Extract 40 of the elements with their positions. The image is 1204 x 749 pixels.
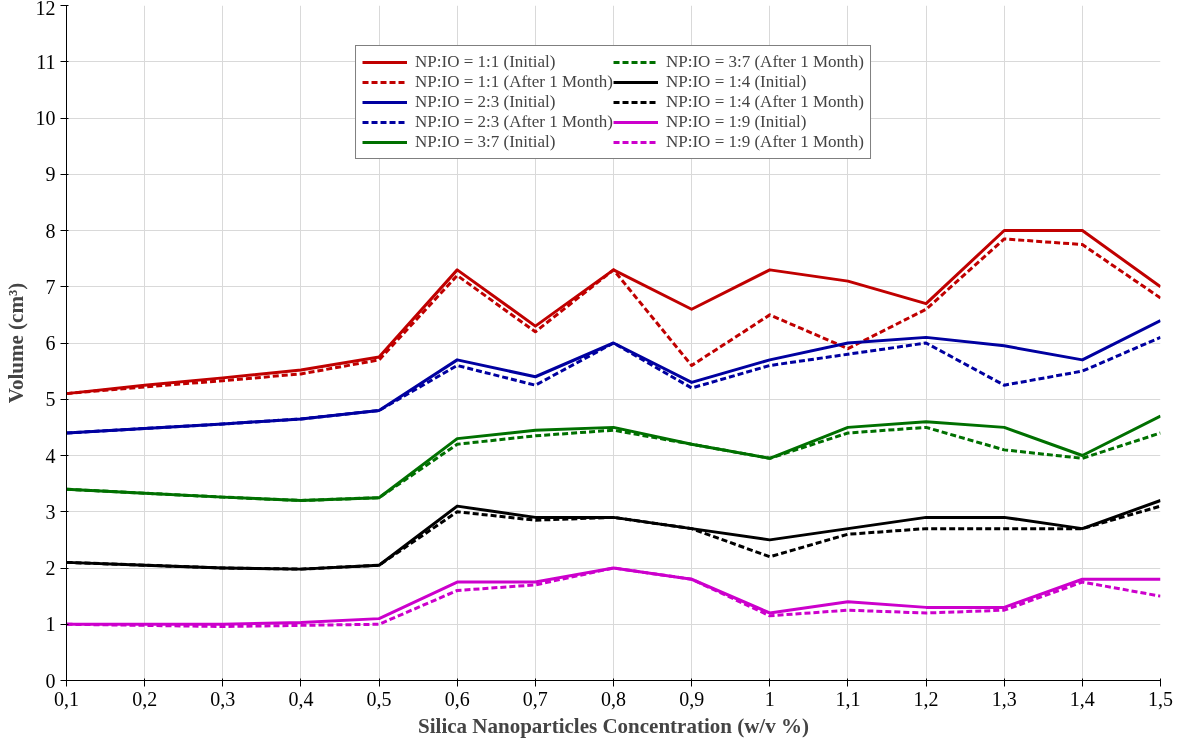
x-tick-label: 1 [764,687,775,710]
y-tick-label: 5 [45,388,56,411]
y-tick-label: 12 [35,0,56,19]
y-tick-label: 10 [35,107,56,129]
y-axis-title: Volume (cm³) [3,282,28,404]
legend-label: NP:IO = 1:1 (Initial) [415,52,556,72]
legend-label: NP:IO = 1:4 (Initial) [666,72,807,92]
legend-label: NP:IO = 1:4 (After 1 Month) [666,92,864,112]
x-tick-label: 1,5 [1148,687,1173,710]
y-tick-label: 1 [45,613,56,636]
legend-label: NP:IO = 1:1 (After 1 Month) [415,72,613,92]
y-tick-label: 3 [45,500,56,523]
y-tick-label: 2 [45,557,56,579]
legend-label: NP:IO = 1:9 (After 1 Month) [666,132,864,152]
y-tick-label: 9 [45,163,56,186]
legend-label: NP:IO = 3:7 (After 1 Month) [666,52,864,72]
x-tick-label: 1,1 [835,687,861,710]
x-tick-label: 0,1 [54,687,79,710]
y-tick-label: 11 [36,50,56,73]
x-tick-label: 0,7 [522,687,548,710]
legend-label: NP:IO = 3:7 (Initial) [415,132,556,152]
x-tick-label: 1,3 [991,687,1017,710]
y-tick-label: 6 [45,332,56,354]
y-tick-label: 0 [45,669,56,692]
y-tick-label: 4 [45,444,56,467]
x-tick-label: 1,2 [913,687,939,710]
y-tick-label: 7 [45,275,56,298]
x-tick-label: 0,5 [366,687,392,710]
legend-label: NP:IO = 2:3 (Initial) [415,92,556,112]
x-tick-label: 0,8 [601,687,626,710]
x-tick-label: 0,3 [210,687,236,710]
y-tick-label: 8 [45,219,56,242]
x-tick-label: 1,4 [1069,687,1095,710]
legend-label: NP:IO = 2:3 (After 1 Month) [415,112,613,132]
x-tick-label: 0,6 [444,687,470,710]
x-tick-label: 0,4 [288,687,314,710]
x-axis-title: Silica Nanoparticles Concentration (w/v %) [418,713,809,738]
x-tick-label: 0,2 [132,687,158,710]
legend-label: NP:IO = 1:9 (Initial) [666,112,807,132]
x-tick-label: 0,9 [679,687,705,710]
